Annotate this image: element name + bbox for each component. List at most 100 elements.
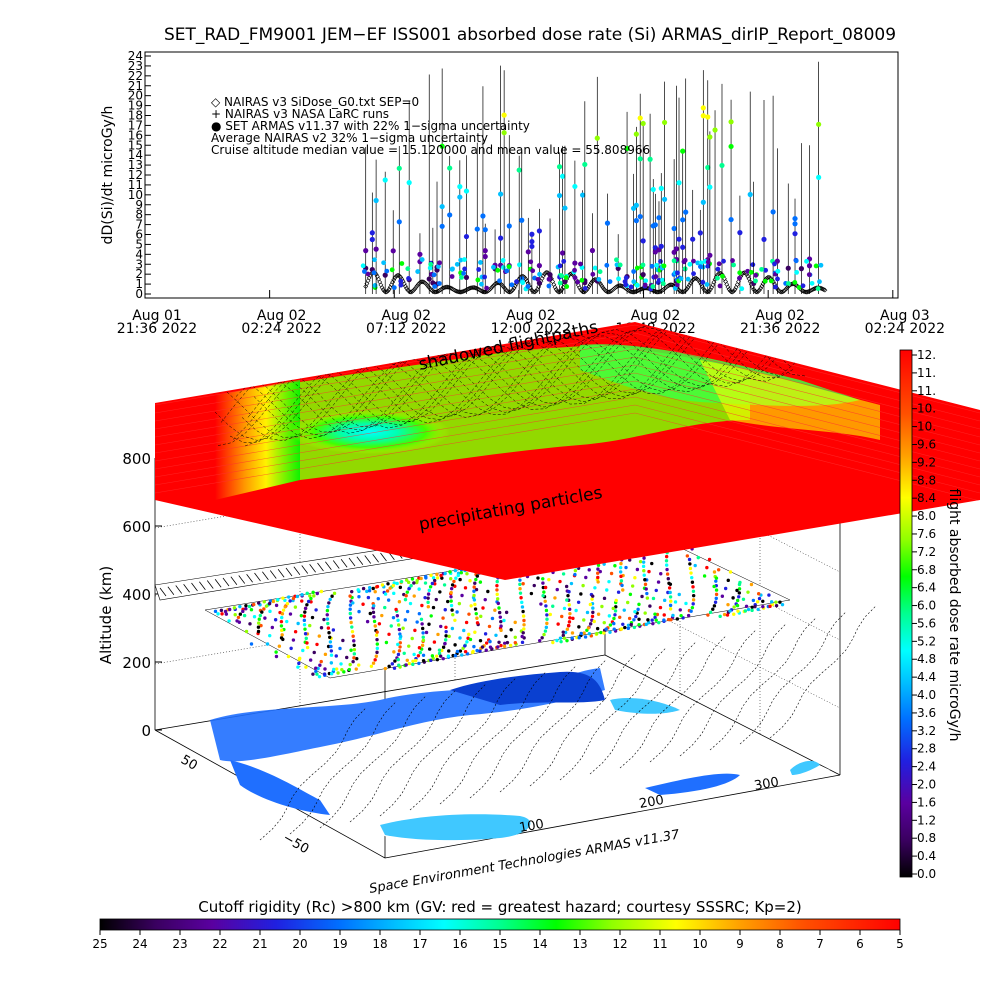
orbit-point — [646, 618, 650, 622]
nairas-marker — [618, 283, 623, 289]
orbit-point — [473, 607, 478, 611]
armas-dot — [556, 164, 563, 170]
x-tick-label: 02:24 2022 — [241, 321, 321, 337]
orbit-point — [303, 627, 307, 631]
armas-dot — [590, 271, 596, 277]
armas-dot — [661, 196, 668, 202]
strip-hatch — [325, 561, 332, 570]
orbit-point — [417, 646, 422, 650]
armas-dot — [535, 276, 541, 282]
orbit-point — [479, 614, 483, 619]
orbit-point — [626, 623, 631, 627]
orbit-point — [714, 596, 718, 601]
armas-dot — [482, 274, 487, 280]
armas-dot — [504, 268, 510, 274]
orbit-point — [668, 595, 673, 599]
armas-dot — [431, 272, 437, 278]
armas-dot — [547, 272, 553, 278]
orbit-point — [384, 640, 389, 645]
nairas-marker — [800, 288, 806, 294]
orbit-point — [756, 607, 760, 612]
armas-dot — [482, 253, 488, 260]
orbit-point — [545, 621, 549, 626]
orbit-point — [349, 648, 353, 652]
orbit-point — [522, 623, 526, 627]
top-y-axis-label: dD(Si)/dt microGy/h — [100, 106, 116, 245]
nairas-marker — [809, 287, 815, 293]
orbit-point — [618, 565, 623, 570]
orbit-point — [582, 618, 586, 622]
legend-entry-1: ◇ NAIRAS v3 SiDose_G0.txt SEP=0 — [211, 95, 419, 109]
orbit-point — [348, 662, 352, 667]
armas-dot — [623, 282, 629, 288]
armas-dot — [700, 113, 706, 119]
orbit-point — [280, 612, 285, 616]
orbit-point — [410, 636, 414, 641]
armas-dot — [475, 277, 481, 283]
orbit-point — [439, 624, 443, 629]
orbit-point — [626, 626, 631, 631]
orbit-point — [417, 661, 421, 666]
orbit-point — [308, 623, 312, 628]
orbit-point — [227, 619, 231, 623]
orbit-point — [398, 645, 402, 649]
armas-dot — [763, 267, 769, 273]
orbit-point — [427, 622, 431, 626]
orbit-point — [424, 630, 429, 635]
orbit-point — [312, 594, 316, 598]
dose-colorbar-tick-label: 6.8 — [917, 563, 936, 577]
armas-dot — [772, 261, 777, 267]
orbit-point — [281, 608, 286, 612]
ground-track — [529, 653, 637, 787]
orbit-point — [565, 638, 569, 643]
y-tick-label: 22 — [128, 69, 143, 83]
legend-entry-4: Average NAIRAS v2 32% 1−sigma uncertaint… — [211, 131, 488, 145]
armas-dot — [506, 223, 512, 229]
orbit-point — [279, 619, 284, 624]
x-tick-label: 02:24 2022 — [865, 321, 945, 337]
orbit-point — [328, 640, 333, 644]
armas-dot — [501, 130, 507, 136]
orbit-point — [770, 602, 775, 607]
orbit-point — [348, 607, 352, 611]
orbit-point — [452, 579, 456, 584]
armas-dot — [497, 278, 502, 284]
orbit-point — [498, 615, 503, 619]
ground-track — [259, 707, 367, 841]
orbit-point — [388, 586, 392, 590]
orbit-point — [618, 570, 623, 574]
armas-dot — [642, 282, 648, 288]
orbit-point — [296, 621, 300, 626]
orbit-point — [449, 603, 454, 608]
orbit-point — [667, 586, 672, 590]
y-tick-label: 15 — [128, 138, 143, 152]
orbit-point — [416, 654, 421, 658]
armas-dot — [739, 286, 745, 292]
strip-hatch — [183, 584, 190, 593]
orbit-point — [504, 634, 508, 639]
orbit-point — [723, 586, 728, 591]
orbit-point — [341, 638, 345, 643]
orbit-point — [767, 593, 771, 597]
orbit-point — [429, 573, 433, 578]
orbit-point — [241, 609, 245, 614]
armas-dot — [463, 233, 470, 240]
strip-hatch — [167, 586, 175, 595]
y-tick-label: 7 — [135, 218, 143, 232]
orbit-point — [411, 662, 415, 667]
orbit-point — [521, 614, 526, 618]
orbit-point — [453, 643, 457, 647]
orbit-point — [317, 634, 322, 638]
orbit-point — [326, 626, 331, 630]
orbit-point — [590, 597, 594, 601]
shadowed-track — [232, 322, 794, 440]
orbit-point — [369, 664, 374, 668]
orbit-point — [352, 639, 356, 643]
armas-dot — [671, 258, 677, 264]
armas-dot — [589, 247, 596, 254]
orbit-point — [586, 626, 591, 630]
orbit-point — [666, 576, 670, 581]
armas-dot — [658, 185, 664, 191]
orbit-point — [774, 600, 778, 604]
armas-dot — [775, 276, 780, 282]
